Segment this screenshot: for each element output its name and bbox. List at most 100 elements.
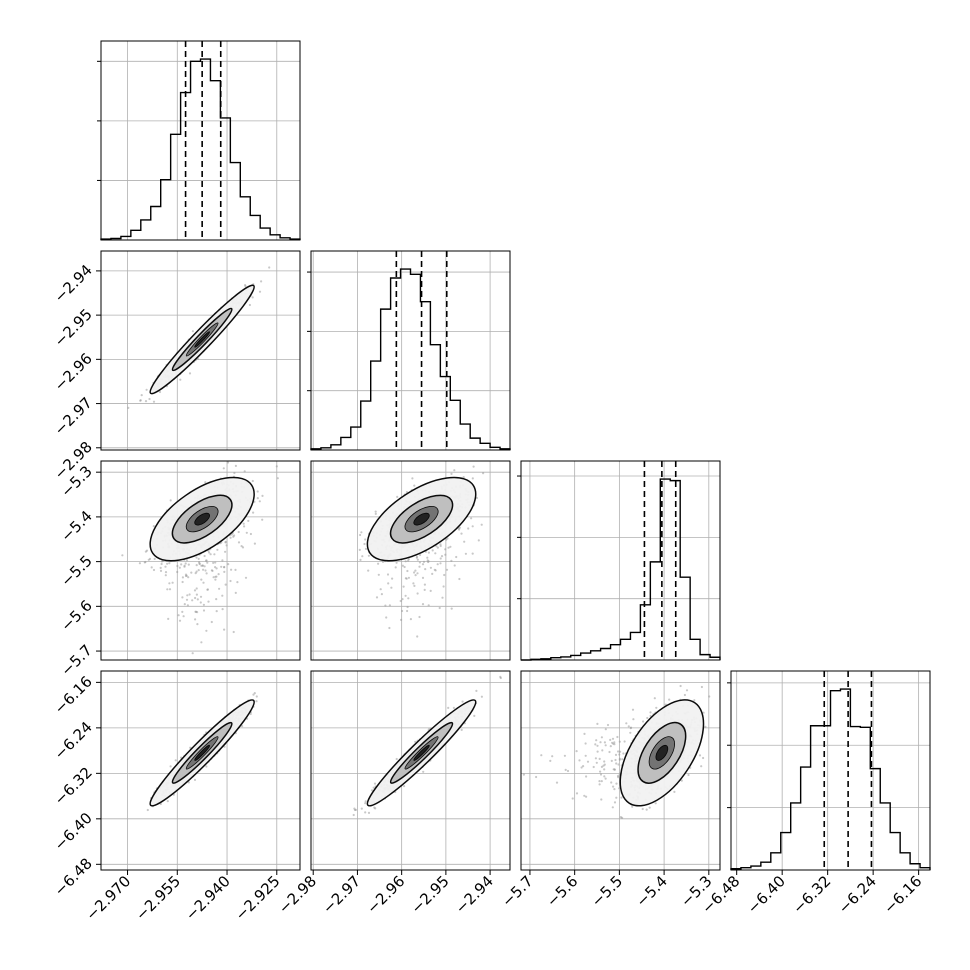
sample-point [200, 641, 203, 644]
sample-point [208, 551, 211, 554]
sample-point [423, 588, 426, 592]
sample-point [216, 548, 219, 551]
sample-point [186, 594, 189, 597]
sample-point [471, 552, 474, 555]
sample-point [482, 472, 485, 475]
sample-point [145, 388, 148, 391]
sample-point [171, 581, 174, 584]
sample-point [252, 511, 255, 514]
sample-point [179, 378, 182, 381]
sample-point [187, 576, 190, 579]
sample-point [260, 280, 263, 283]
sample-point [603, 741, 607, 744]
sample-point [202, 603, 205, 606]
sample-point [377, 573, 380, 576]
sample-point [620, 796, 623, 799]
sample-point [364, 802, 367, 805]
sample-point [413, 484, 416, 487]
sample-point [609, 738, 612, 742]
sample-point [186, 604, 189, 607]
sample-point [599, 773, 603, 776]
sample-point [631, 708, 635, 711]
sample-point [361, 555, 364, 558]
sample-point [472, 465, 475, 468]
sample-point [453, 469, 456, 472]
sample-point [396, 495, 399, 498]
sample-point [191, 330, 194, 333]
diag-panel-1 [310, 250, 511, 451]
sample-point [268, 266, 271, 269]
sample-point [471, 477, 474, 480]
sample-point [202, 568, 205, 571]
sample-point [205, 765, 208, 768]
sample-point [204, 481, 207, 484]
sample-point [409, 618, 412, 621]
sample-point [225, 544, 228, 547]
panel-1-0 [100, 250, 301, 451]
sample-point [193, 589, 197, 592]
sample-point [144, 550, 147, 553]
sample-point [261, 494, 264, 497]
sample-point [445, 568, 449, 571]
sample-point [127, 406, 130, 409]
sample-point [148, 557, 152, 561]
sample-point [447, 706, 450, 710]
sample-point [275, 465, 278, 468]
sample-point [185, 598, 189, 601]
sample-point [210, 569, 213, 572]
sample-point [499, 676, 502, 680]
sample-point [159, 566, 162, 570]
sample-point [360, 531, 363, 534]
sample-point [473, 714, 476, 718]
sample-point [168, 588, 172, 591]
sample-point [439, 543, 442, 546]
sample-point [604, 744, 607, 747]
sample-point [439, 544, 442, 548]
sample-point [190, 571, 193, 574]
sample-point [364, 538, 367, 541]
sample-point [218, 587, 221, 590]
sample-point [212, 561, 215, 565]
sample-point [418, 565, 421, 568]
sample-point [379, 588, 382, 591]
sample-point [385, 616, 388, 619]
sample-point [237, 530, 240, 534]
sample-point [460, 532, 463, 535]
sample-point [377, 562, 380, 565]
sample-point [427, 551, 430, 554]
sample-point [197, 557, 200, 561]
sample-point [449, 545, 452, 548]
sample-point [618, 753, 621, 756]
sample-point [169, 499, 172, 502]
sample-point [416, 635, 419, 638]
sample-point [453, 564, 456, 567]
diag-panel-3 [730, 670, 931, 871]
sample-point [429, 566, 432, 569]
sample-point [255, 700, 258, 703]
sample-point [203, 565, 206, 568]
sample-point [683, 693, 687, 697]
diag-panel-0 [100, 40, 301, 241]
sample-point [199, 595, 203, 598]
sample-point [375, 596, 379, 599]
sample-point [188, 593, 191, 596]
sample-point [439, 557, 442, 560]
sample-point [205, 629, 208, 632]
sample-point [227, 563, 230, 566]
sample-point [373, 782, 377, 785]
sample-point [244, 284, 247, 287]
sample-point [223, 628, 226, 631]
sample-point [204, 569, 207, 572]
sample-point [200, 578, 203, 581]
sample-point [185, 559, 189, 562]
sample-point [159, 569, 163, 573]
sample-point [168, 562, 171, 565]
sample-point [220, 565, 223, 568]
sample-point [242, 522, 245, 525]
sample-point [446, 537, 449, 540]
sample-point [447, 546, 450, 549]
sample-point [214, 561, 217, 564]
sample-point [384, 604, 387, 607]
sample-point [181, 596, 184, 599]
